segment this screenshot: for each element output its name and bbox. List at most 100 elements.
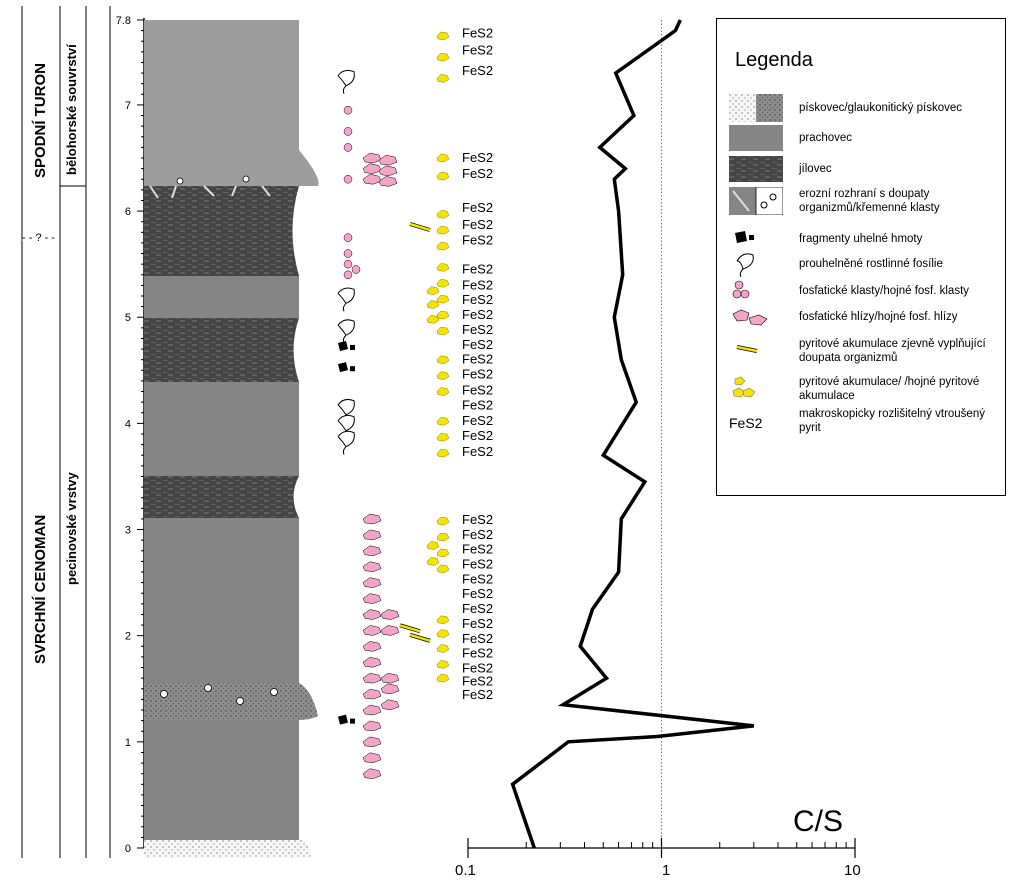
fes2-label: FeS2	[462, 586, 493, 601]
claystone-bed-2	[144, 318, 299, 382]
pyrite-accumulation-icon	[436, 387, 450, 396]
phosphatic-clast-icon	[343, 127, 353, 136]
pyrite-accumulation-icon	[436, 74, 450, 83]
fes2-label: FeS2	[462, 261, 493, 276]
plant-fossil-icon	[337, 69, 355, 94]
phosphatic-nodule-icon	[362, 672, 382, 684]
phosphatic-nodule-icon	[362, 609, 382, 620]
fes2-label: FeS2	[462, 542, 493, 557]
fes2-label: FeS2	[462, 233, 493, 248]
phosphatic-clast-icon	[351, 265, 361, 274]
lithology-column	[144, 20, 319, 858]
fes2-label: FeS2	[462, 150, 493, 165]
plant-fossil-icon	[337, 287, 355, 312]
fes2-label: FeS2	[462, 413, 493, 428]
depth-tick-label: 3	[125, 525, 131, 537]
uncertain-boundary-mark: - - ? - -	[22, 232, 55, 244]
siltstone-bed-2	[144, 382, 299, 476]
pyrite-accumulation-icon	[426, 315, 440, 324]
erosion-surface	[149, 175, 278, 705]
fes2-label: FeS2	[462, 646, 493, 661]
legend-title: Legenda	[735, 49, 813, 71]
claystone-bed-3	[144, 186, 299, 276]
pyrite-burrow-icon	[399, 624, 421, 633]
cs-series-line	[510, 19, 754, 849]
phosphatic-clast-icon	[343, 233, 353, 242]
pyrite-accumulation-icon	[436, 615, 450, 625]
pyrite-accumulation-icon	[436, 432, 450, 442]
phosphatic-nodule-icon	[362, 688, 382, 700]
phosphatic-nodule-icon	[362, 752, 382, 764]
phosphatic-nodule-icon	[362, 152, 382, 164]
coal-fragment-icon	[338, 340, 348, 351]
fes2-symbol: FeS2	[729, 415, 763, 431]
pyrite-accumulation-icon	[436, 153, 450, 163]
phosphatic-clast-icon	[343, 259, 353, 269]
fes2-label: FeS2	[462, 397, 493, 412]
claystone-swatch-icon	[729, 156, 783, 182]
depth-tick-label: 0	[125, 843, 131, 855]
unit-label-upper: bělohorské souvrství	[64, 44, 79, 175]
siltstone-middle-bed	[144, 518, 299, 683]
phosphatic-clast-icon	[343, 249, 353, 258]
pyrite-accumulation-icon	[436, 241, 450, 251]
fes2-label: FeS2	[462, 661, 493, 676]
pyrite-burrow-icon	[409, 633, 431, 643]
fes2-label: FeS2	[462, 217, 493, 232]
pyrite-accumulation-icon	[436, 31, 450, 41]
pyrite-accumulation-icon	[436, 263, 450, 272]
depth-tick-label: 7.8	[116, 15, 131, 27]
unit-label-lower: pecinovské vrstvy	[64, 472, 79, 585]
fes2-label: FeS2	[462, 428, 493, 443]
phosphatic-nodule-icon	[362, 720, 382, 732]
phosphatic-clast-icon	[343, 105, 353, 115]
fes2-label: FeS2	[462, 673, 493, 688]
fes2-label: FeS2	[462, 322, 493, 337]
fes2-label: FeS2	[462, 26, 493, 41]
fes2-label: FeS2	[462, 63, 493, 78]
cs-tick-label-10: 10	[844, 862, 861, 879]
plant-fossil-icon	[736, 253, 754, 277]
phosphatic-nodule-icon	[362, 513, 382, 525]
pyrite-accumulation-icon	[426, 300, 440, 309]
pyrite-accumulation-icon	[436, 644, 450, 653]
cs-axis-title: C/S	[793, 805, 844, 838]
phosphatic-nodule-icon	[380, 683, 400, 695]
pyrite-accumulation-icon	[436, 278, 450, 288]
fes2-label: FeS2	[462, 352, 493, 367]
pyrite-accumulation-icon	[436, 209, 450, 219]
fes2-label: FeS2	[462, 444, 493, 459]
coal-fragment-icon	[350, 366, 355, 372]
pyrite-burrow-icon	[736, 345, 758, 353]
phosphatic-nodule-icon	[362, 656, 382, 668]
coal-fragment-icon	[735, 231, 754, 243]
phosphatic-nodule-icon	[380, 672, 400, 684]
phosphatic-nodule-icon	[362, 163, 382, 174]
pyrite-burrow-icon	[409, 222, 431, 232]
phosphatic-nodule-icon	[362, 736, 382, 748]
phosphatic-clast-icon	[343, 270, 353, 280]
phosphatic-nodule-icon	[378, 154, 398, 166]
depth-axis: 0 1 2 3 4 5 6 7 7.8	[116, 15, 145, 855]
coal-fragment-icon	[350, 344, 355, 350]
phosphatic-nodule-icon	[362, 625, 382, 636]
siltstone-lower-bed	[144, 720, 299, 840]
cs-chart	[467, 19, 856, 858]
depth-tick-label: 1	[125, 737, 131, 749]
depth-tick-label: 4	[125, 418, 131, 430]
fes2-label: FeS2	[462, 601, 493, 616]
fes2-label: FeS2	[462, 200, 493, 215]
phosphatic-nodule-icon	[362, 577, 382, 588]
phosphatic-nodule-icon	[380, 609, 400, 620]
pyrite-accumulation-icon	[436, 225, 450, 235]
depth-tick-label: 6	[125, 206, 131, 218]
claystone-bed-1	[144, 476, 299, 518]
pyrite-accumulation-icon	[436, 629, 450, 638]
fes2-label: FeS2	[462, 571, 493, 586]
fossil-symbols: FeS2FeS2FeS2FeS2FeS2FeS2FeS2FeS2FeS2FeS2…	[337, 26, 493, 779]
pyrite-accumulation-icon	[436, 326, 450, 336]
fes2-label: FeS2	[462, 43, 493, 58]
fes2-label: FeS2	[462, 166, 493, 181]
coal-fragment-icon	[338, 714, 348, 725]
fes2-label: FeS2	[462, 527, 493, 542]
